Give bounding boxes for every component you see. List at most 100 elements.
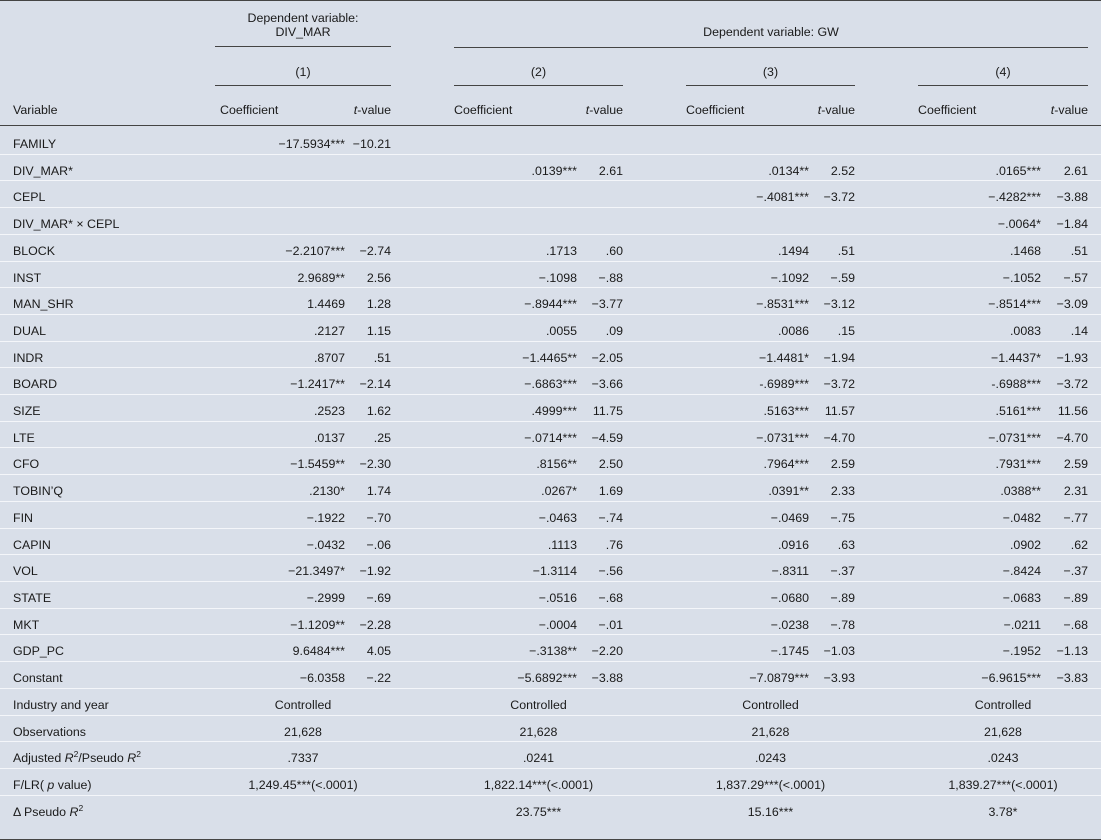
coefficient-cell-3: −.1092	[770, 271, 809, 285]
coefficient-cell-2: −.1098	[538, 271, 577, 285]
coefficient-cell-1: −1.5459**	[290, 457, 345, 471]
coefficient-cell-1: .2127	[313, 324, 345, 338]
coefficient-cell-3: .0391**	[768, 484, 809, 498]
t-value-cell-4: .51	[1070, 244, 1088, 258]
coefficient-cell-3: −.8311	[771, 564, 809, 578]
model-4-label: (4)	[995, 65, 1011, 79]
row-variable-label: FAMILY	[13, 137, 57, 151]
row-separator	[0, 314, 1101, 315]
t-value-cell-4: 2.59	[1063, 457, 1088, 471]
t-value-cell-2: −3.88	[591, 671, 623, 685]
row-variable-label: DIV_MAR*	[13, 164, 73, 178]
t-value-cell-4: −4.70	[1056, 431, 1088, 445]
group1-underline	[215, 46, 391, 47]
t-value-cell-4: 11.56	[1057, 404, 1088, 418]
t-value-cell-3: 11.57	[824, 404, 855, 418]
row-separator	[0, 207, 1101, 208]
t-value-cell-3: −3.93	[823, 671, 855, 685]
model-3-label: (3)	[762, 65, 779, 79]
coefficient-cell-1: .2523	[313, 404, 345, 418]
coefficient-cell-1: −2.2107***	[285, 244, 345, 258]
t-value-header-2: t-value	[585, 103, 623, 117]
coefficient-cell-1: −17.5934***	[278, 137, 346, 151]
summary-value-1: 1,249.45***(<.0001)	[248, 778, 358, 792]
t-value-header-4: t-value	[1050, 103, 1088, 117]
t-value-cell-3: −.59	[830, 271, 855, 285]
t-value-cell-2: .76	[605, 538, 623, 552]
row-separator	[0, 715, 1101, 716]
t-value-cell-3: 2.33	[830, 484, 855, 498]
coefficient-cell-4: −.0731***	[988, 431, 1041, 445]
t-value-cell-2: .60	[605, 244, 623, 258]
t-value-cell-1: 1.74	[366, 484, 391, 498]
summary-label: Industry and year	[13, 698, 109, 712]
coefficient-cell-1: −.0432	[306, 538, 345, 552]
row-separator	[0, 447, 1101, 448]
t-value-cell-2: 2.61	[598, 164, 623, 178]
coefficient-cell-4: −.8424	[1002, 564, 1041, 578]
coefficient-cell-4: .7931***	[995, 457, 1041, 471]
t-value-cell-4: −.57	[1063, 271, 1088, 285]
t-value-cell-3: −3.72	[823, 190, 855, 204]
group2-title: Dependent variable: GW	[703, 25, 839, 39]
coefficient-cell-4: −6.9615***	[981, 671, 1041, 685]
t-value-cell-4: −3.88	[1056, 190, 1088, 204]
row-variable-label: DUAL	[13, 324, 47, 338]
header-bottom-rule	[0, 125, 1101, 126]
row-variable-label: STATE	[13, 591, 52, 605]
row-separator	[0, 688, 1101, 689]
coefficient-cell-2: .0267*	[541, 484, 577, 498]
t-value-cell-2: 1.69	[598, 484, 623, 498]
t-value-cell-3: −.89	[830, 591, 855, 605]
row-separator	[0, 581, 1101, 582]
coefficient-header-4: Coefficient	[918, 103, 977, 117]
coefficient-cell-3: −.0469	[770, 511, 809, 525]
t-value-cell-3: −3.12	[823, 297, 855, 311]
row-separator	[0, 528, 1101, 529]
t-value-cell-3: 2.52	[830, 164, 855, 178]
row-separator	[0, 634, 1101, 635]
coefficient-cell-3: −7.0879***	[749, 671, 809, 685]
row-separator	[0, 261, 1101, 262]
row-variable-label: BLOCK	[13, 244, 56, 258]
coefficient-cell-3: −.0680	[770, 591, 809, 605]
coefficient-cell-1: −.1922	[306, 511, 345, 525]
row-variable-label: BOARD	[13, 377, 58, 391]
summary-label: Observations	[13, 725, 87, 739]
coefficient-cell-2: −1.4465**	[522, 351, 577, 365]
t-value-cell-2: −.74	[598, 511, 623, 525]
summary-value-1: Controlled	[274, 698, 332, 712]
summary-value-1: .7337	[287, 751, 319, 765]
t-value-cell-2: −4.59	[591, 431, 623, 445]
model1-underline	[215, 85, 391, 86]
t-value-cell-2: −.88	[598, 271, 623, 285]
t-value-cell-1: −.70	[366, 511, 391, 525]
t-value-cell-4: −3.09	[1056, 297, 1088, 311]
row-separator	[0, 367, 1101, 368]
t-value-cell-3: −.75	[830, 511, 855, 525]
t-value-cell-4: −.37	[1063, 564, 1088, 578]
t-value-cell-3: −3.72	[823, 377, 855, 391]
summary-value-4: .0243	[987, 751, 1019, 765]
summary-label: Adjusted R2/Pseudo R2	[13, 748, 141, 765]
coefficient-cell-2: .1113	[547, 538, 577, 552]
coefficient-cell-2: .0055	[545, 324, 577, 338]
model2-underline	[454, 85, 623, 86]
t-value-cell-2: −3.77	[591, 297, 623, 311]
coefficient-cell-1: .2130*	[309, 484, 345, 498]
summary-label: Δ Pseudo R2	[13, 802, 84, 819]
summary-value-3: 21,628	[751, 725, 790, 739]
row-separator	[0, 234, 1101, 235]
t-value-cell-2: −.01	[598, 618, 623, 632]
coefficient-cell-4: −.8514***	[988, 297, 1041, 311]
row-separator	[0, 394, 1101, 395]
row-separator	[0, 474, 1101, 475]
coefficient-cell-3: -.6989***	[759, 377, 809, 391]
coefficient-header-3: Coefficient	[686, 103, 745, 117]
t-value-cell-3: −4.70	[823, 431, 855, 445]
t-value-cell-4: .62	[1070, 538, 1088, 552]
row-variable-label: CEPL	[13, 190, 46, 204]
coefficient-cell-2: .4999***	[531, 404, 577, 418]
t-value-cell-1: 1.28	[366, 297, 391, 311]
